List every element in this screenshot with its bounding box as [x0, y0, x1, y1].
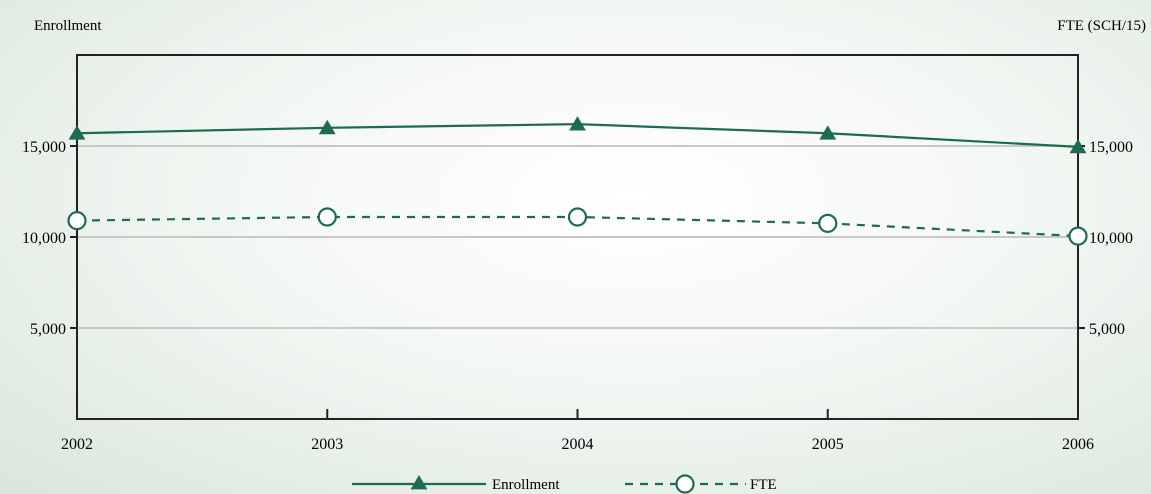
gridlines [77, 145, 1078, 329]
fte-point [67, 211, 87, 231]
legend-label-enrollment: Enrollment [492, 477, 560, 493]
left-y-axis: 5,000 10,000 15,000 [22, 139, 77, 338]
x-axis: 2002 2003 2004 2005 2006 [61, 409, 1094, 453]
fte-point [567, 207, 588, 227]
fte-point [818, 213, 838, 233]
enrollment-point [68, 125, 86, 140]
y-tick-label-left: 10,000 [22, 230, 66, 247]
series-group [67, 116, 1088, 246]
legend-label-fte: FTE [750, 477, 777, 493]
x-tick-label: 2002 [61, 436, 93, 453]
right-axis-title: FTE (SCH/15) [1057, 18, 1146, 34]
y-tick-label-left: 5,000 [30, 321, 66, 338]
legend: Enrollment FTE [352, 474, 777, 494]
legend-marker-enrollment [410, 475, 428, 490]
enrollment-point [819, 125, 837, 140]
x-tick-label: 2004 [562, 436, 594, 453]
enrollment-point [318, 119, 336, 135]
right-y-axis: 5,000 10,000 15,000 [1078, 139, 1133, 338]
fte-point [1068, 226, 1088, 246]
enrollment-point [1069, 138, 1087, 154]
enrollment-point [569, 116, 586, 131]
x-tick-label: 2003 [311, 436, 343, 453]
fte-point [317, 207, 337, 227]
left-axis-title: Enrollment [34, 18, 102, 34]
x-tick-label: 2006 [1062, 436, 1094, 453]
legend-marker-fte [675, 474, 695, 494]
y-tick-label-right: 15,000 [1089, 139, 1133, 156]
y-tick-label-left: 15,000 [22, 139, 66, 156]
y-tick-label-right: 5,000 [1089, 321, 1125, 338]
y-tick-label-right: 10,000 [1089, 230, 1133, 247]
x-tick-label: 2005 [812, 436, 844, 453]
